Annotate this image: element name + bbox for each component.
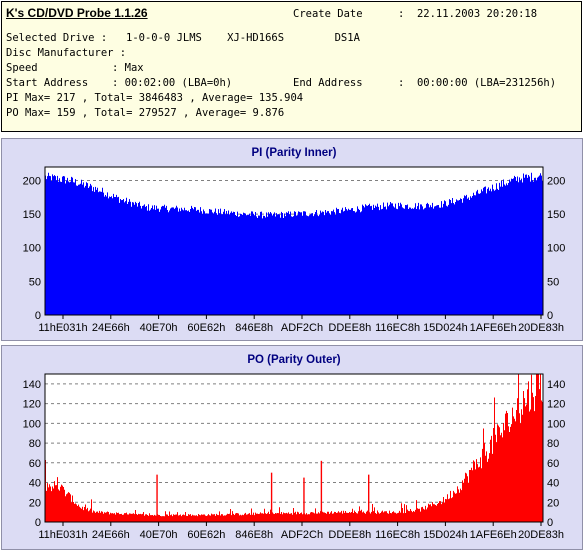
y-tick-label-left: 140 bbox=[23, 379, 41, 391]
pi-summary: PI Max= 217 , Total= 3846483 , Average= … bbox=[6, 92, 304, 104]
disc-manufacturer-label: Disc Manufacturer : bbox=[6, 47, 127, 59]
x-tick-label: 24E66h bbox=[92, 529, 130, 541]
y-tick-label-right: 100 bbox=[547, 243, 565, 255]
y-tick-label-right: 0 bbox=[547, 517, 553, 529]
end-address-value: : 00:00:00 (LBA=231256h) bbox=[398, 77, 557, 89]
start-address-label: Start Address bbox=[6, 77, 89, 89]
x-tick-label: 20DE83h bbox=[518, 529, 564, 541]
x-tick-label: 846E8h bbox=[235, 529, 273, 541]
po-chart: PO (Parity Outer) 0 0 20 20 40 40 60 60 80 80 100 10… bbox=[23, 354, 566, 541]
y-tick-label-right: 80 bbox=[547, 438, 559, 450]
create-date-value: : 22.11.2003 20:20:18 bbox=[398, 8, 538, 20]
y-tick-label-right: 50 bbox=[547, 276, 559, 288]
y-tick-label-right: 120 bbox=[547, 399, 565, 411]
y-tick-label-right: 150 bbox=[547, 209, 565, 221]
y-tick-label-right: 60 bbox=[547, 458, 559, 470]
x-tick-label: DDEE8h bbox=[328, 322, 371, 334]
y-tick-label-left: 100 bbox=[23, 243, 41, 255]
x-tick-label: 15D024h bbox=[423, 529, 468, 541]
x-tick-label: 1AFE6Eh bbox=[470, 529, 517, 541]
x-tick-label: ADF2Ch bbox=[281, 529, 323, 541]
po-summary: PO Max= 159 , Total= 279527 , Average= 9… bbox=[6, 107, 285, 119]
x-tick-label: DDEE8h bbox=[328, 529, 371, 541]
x-tick-label: 116EC8h bbox=[375, 322, 420, 334]
chart-title: PO (Parity Outer) bbox=[247, 354, 340, 366]
x-tick-label: ADF2Ch bbox=[281, 322, 323, 334]
pi-chart: PI (Parity Inner) 0 0 50 50 100 100 150 150 200 20… bbox=[23, 147, 566, 334]
app-title: K's CD/DVD Probe 1.1.26 bbox=[6, 6, 148, 20]
y-tick-label-left: 120 bbox=[23, 399, 41, 411]
data-bars bbox=[45, 172, 543, 315]
y-tick-label-right: 100 bbox=[547, 418, 565, 430]
speed-label: Speed bbox=[6, 62, 38, 74]
y-tick-label-right: 40 bbox=[547, 478, 559, 490]
y-tick-label-left: 20 bbox=[29, 497, 41, 509]
x-tick-label: 20DE83h bbox=[518, 322, 564, 334]
y-tick-label-left: 50 bbox=[29, 276, 41, 288]
chart-title: PI (Parity Inner) bbox=[252, 147, 337, 159]
y-tick-label-left: 80 bbox=[29, 438, 41, 450]
create-date-label: Create Date bbox=[293, 8, 363, 20]
y-tick-label-left: 60 bbox=[29, 458, 41, 470]
selected-drive-value: 1-0-0-0 JLMS XJ-HD166S DS1A bbox=[126, 32, 360, 44]
x-tick-label: 60E62h bbox=[187, 529, 225, 541]
x-tick-label: 846E8h bbox=[235, 322, 273, 334]
y-tick-label-right: 0 bbox=[547, 310, 553, 322]
y-tick-label-right: 140 bbox=[547, 379, 565, 391]
plot-border bbox=[44, 166, 544, 316]
pi-chart-panel: PI (Parity Inner) 0 0 50 50 100 100 150 150 200 20… bbox=[1, 138, 583, 341]
y-tick-label-left: 100 bbox=[23, 418, 41, 430]
x-tick-label: 60E62h bbox=[187, 322, 225, 334]
end-address-label: End Address bbox=[293, 77, 363, 89]
x-tick-label: 40E70h bbox=[140, 529, 178, 541]
y-tick-label-left: 150 bbox=[23, 209, 41, 221]
selected-drive-label: Selected Drive : bbox=[6, 32, 108, 44]
x-tick-label: 11hE031h bbox=[38, 529, 87, 541]
x-tick-label: 116EC8h bbox=[375, 529, 420, 541]
y-tick-label-left: 200 bbox=[23, 175, 41, 187]
y-tick-label-left: 40 bbox=[29, 478, 41, 490]
x-tick-label: 11hE031h bbox=[38, 322, 87, 334]
po-chart-panel: PO (Parity Outer) 0 0 20 20 40 40 60 60 80 80 100 10… bbox=[1, 345, 583, 550]
speed-value: : Max bbox=[112, 62, 144, 74]
x-tick-label: 1AFE6Eh bbox=[470, 322, 517, 334]
disc-info-panel: K's CD/DVD Probe 1.1.26 Create Date : 22… bbox=[1, 1, 582, 132]
plot-border bbox=[44, 373, 544, 523]
y-tick-label-left: 0 bbox=[35, 310, 41, 322]
x-tick-label: 24E66h bbox=[92, 322, 130, 334]
x-tick-label: 15D024h bbox=[423, 322, 468, 334]
x-tick-label: 40E70h bbox=[140, 322, 178, 334]
y-tick-label-left: 0 bbox=[35, 517, 41, 529]
start-address-value: : 00:02:00 (LBA=0h) bbox=[112, 77, 233, 89]
y-tick-label-right: 20 bbox=[547, 497, 559, 509]
y-tick-label-right: 200 bbox=[547, 175, 565, 187]
data-bars bbox=[45, 374, 543, 522]
